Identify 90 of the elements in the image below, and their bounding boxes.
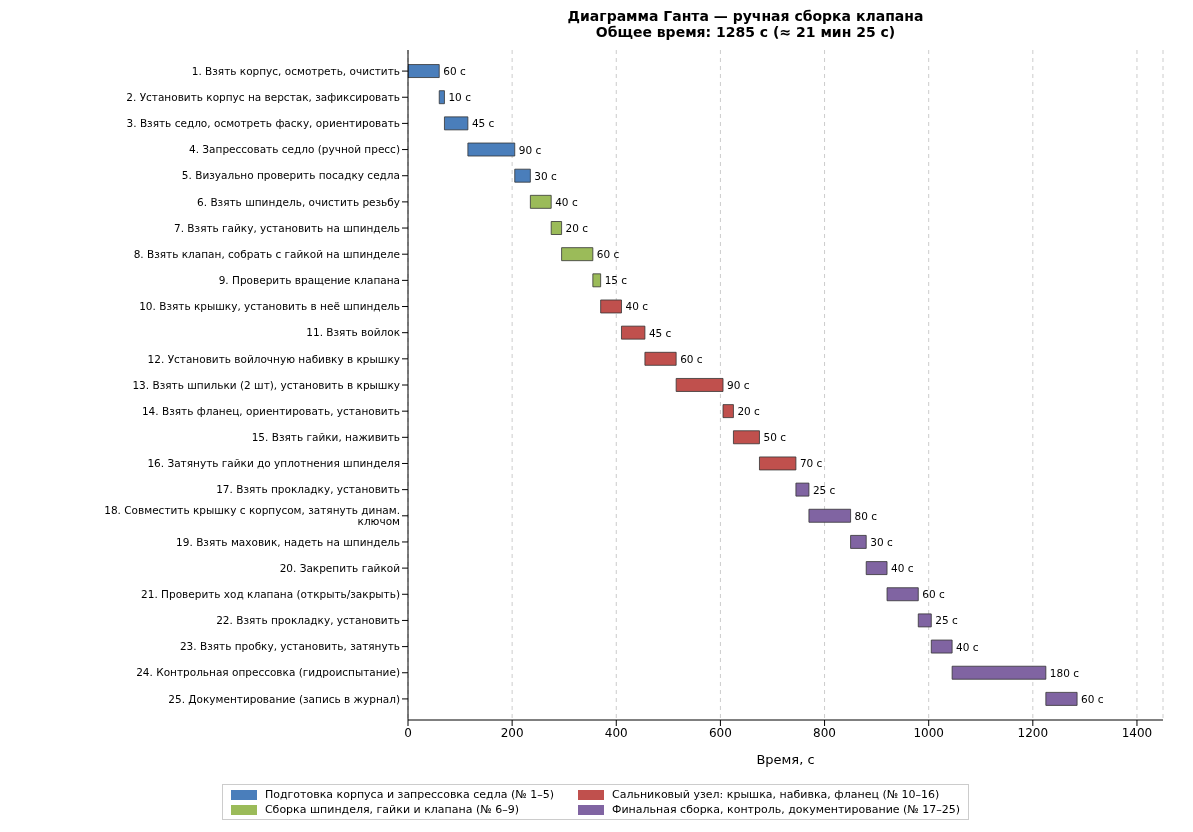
data-label: 45 с [471, 117, 495, 130]
y-tick-label: 12. Установить войлочную набивку в крышку [147, 352, 400, 365]
bar [408, 64, 440, 78]
bar [930, 639, 953, 654]
bar [438, 90, 445, 105]
bar [561, 247, 594, 262]
y-tick-label: 20. Закрепить гайкой [279, 561, 400, 574]
data-label: 180 с [1049, 666, 1080, 679]
bar [550, 221, 562, 235]
bar [795, 482, 810, 497]
data-label: 40 с [891, 562, 914, 575]
chart-subtitle: Общее время: 1285 с (≈ 21 мин 25 с) [594, 24, 897, 40]
y-tick-label: 6. Взять шпиндель, очистить резьбу [197, 195, 400, 208]
data-label: 70 с [799, 457, 823, 470]
data-label: 60 с [922, 588, 945, 601]
data-label: 50 с [763, 431, 787, 444]
y-tick-label: 10. Взять крышку, установить в неё шпиндель [139, 300, 400, 313]
legend-label: Сборка шпинделя, гайки и клапана (№ 6–9) [264, 803, 519, 816]
bar [951, 665, 1047, 680]
y-tick-label: 16. Затянуть гайки до уплотнения шпинделя [147, 457, 400, 470]
data-label: 60 с [1081, 692, 1104, 705]
y-tick-label: 8. Взять клапан, собрать с гайкой на шпинделе [133, 247, 400, 260]
data-label: 60 с [443, 65, 466, 78]
data-label: 45 с [648, 326, 672, 339]
x-tick-label: 1400 [1121, 725, 1153, 740]
bar [759, 456, 797, 471]
data-label: 40 с [555, 195, 578, 208]
bar [621, 325, 646, 340]
y-tick-label: 7. Взять гайку, установить на шпиндель [173, 221, 400, 234]
data-label: 20 с [565, 222, 589, 234]
bar [675, 378, 724, 392]
y-tick-label: 24. Контрольная опрессовка (гидроиспытание) [136, 666, 400, 679]
y-tick-label: 23. Взять пробку, установить, затянуть [179, 640, 400, 653]
x-tick-label: 400 [604, 725, 628, 740]
x-tick-label: 800 [813, 725, 836, 740]
bar [467, 142, 516, 157]
bar [850, 535, 867, 549]
legend-label: Подготовка корпуса и запрессовка седла (№ 1–5) [264, 788, 554, 801]
x-tick-label: 600 [708, 725, 732, 740]
bar [444, 116, 469, 131]
data-label: 20 с [737, 405, 761, 418]
bar [592, 273, 602, 288]
data-label: 40 с [625, 300, 649, 313]
data-label: 90 с [518, 143, 542, 156]
x-tick-label: 200 [500, 725, 524, 740]
chart-title: Диаграмма Ганта — ручная сборка клапана [566, 8, 925, 24]
y-tick-label: 3. Взять седло, осмотреть фаску, ориентировать [126, 117, 400, 130]
data-label: 10 с [448, 91, 472, 104]
bar [886, 587, 919, 602]
y-tick-label: 11. Взять войлок [306, 326, 400, 339]
y-tick-label: 21. Проверить ход клапана (открыть/закрыть) [141, 588, 400, 601]
data-label: 30 с [870, 535, 893, 548]
bar [722, 404, 734, 419]
y-tick-label: 19. Взять маховик, надеть на шпиндель [176, 535, 400, 548]
y-tick-label: 2. Установить корпус на верстак, зафиксировать [126, 90, 400, 103]
x-axis-title: Время, с [756, 752, 815, 767]
bar [514, 168, 531, 183]
bar [917, 613, 932, 628]
y-tick-label: 1. Взять корпус, осмотреть, очистить [191, 64, 400, 77]
data-label: 60 с [680, 352, 703, 365]
data-label: 90 с [727, 378, 750, 391]
y-tick-label: 22. Взять прокладку, установить [216, 614, 400, 627]
y-tick-label: 15. Взять гайки, наживить [251, 431, 400, 444]
data-label: 15 с [604, 274, 628, 287]
legend-label: Финальная сборка, контроль, документирование (№ 17–25) [611, 803, 961, 816]
y-tick-label: 25. Документирование (запись в журнал) [168, 692, 400, 705]
data-label: 30 с [534, 169, 558, 182]
x-tick-label: 1000 [913, 725, 944, 740]
data-label: 80 с [854, 509, 878, 522]
bar [644, 351, 677, 366]
bar [808, 508, 851, 523]
data-label: 60 с [596, 248, 620, 261]
bar [529, 194, 552, 209]
data-label: 25 с [935, 614, 958, 627]
x-tick-label: 0 [404, 725, 412, 740]
y-tick-label: 4. Запрессовать седло (ручной пресс) [189, 143, 400, 156]
y-tick-label: 13. Взять шпильки (2 шт), установить в крышку [132, 378, 400, 391]
y-tick-label: 5. Визуально проверить посадку седла [181, 169, 400, 182]
data-label: 40 с [956, 640, 979, 653]
y-tick-label: 14. Взять фланец, ориентировать, установить [141, 404, 400, 417]
bar [1045, 691, 1078, 706]
data-label: 25 с [812, 483, 836, 496]
y-tick-label: 18. Совместить крышку с корпусом, затянуть динам. ключом [104, 504, 400, 527]
y-tick-label: 9. Проверить вращение клапана [218, 274, 400, 287]
bar [733, 430, 760, 445]
y-tick-label: 17. Взять прокладку, установить [216, 483, 400, 496]
x-tick-label: 1200 [1017, 725, 1049, 740]
legend-label: Сальниковый узел: крышка, набивка, фланец (№ 10–16) [611, 788, 940, 801]
bar [865, 561, 888, 575]
bar [600, 299, 622, 314]
